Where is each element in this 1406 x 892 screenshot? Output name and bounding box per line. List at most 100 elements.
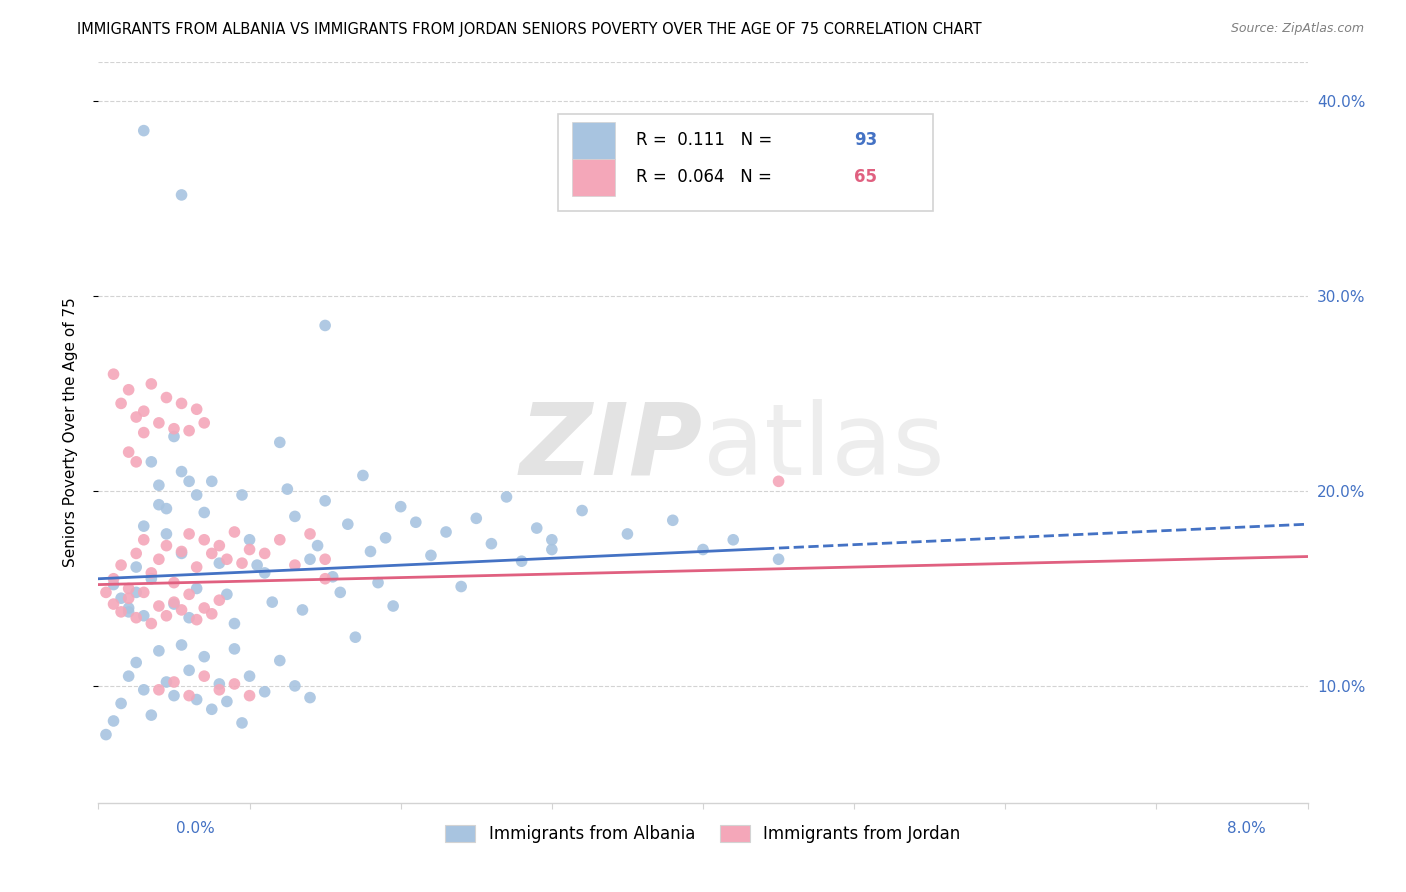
Point xyxy=(314,572,336,586)
Point xyxy=(314,552,336,566)
Point xyxy=(465,511,488,525)
Point xyxy=(329,585,352,599)
Point xyxy=(193,669,215,683)
Point xyxy=(179,663,201,677)
FancyBboxPatch shape xyxy=(558,114,932,211)
Point xyxy=(163,597,186,611)
Point xyxy=(299,527,322,541)
Point xyxy=(118,445,141,459)
Point xyxy=(201,702,224,716)
Point xyxy=(132,533,155,547)
Point xyxy=(103,714,125,728)
Point xyxy=(269,435,291,450)
Point xyxy=(389,500,412,514)
Point xyxy=(208,682,231,697)
Point xyxy=(141,455,163,469)
Point xyxy=(148,599,170,613)
Point xyxy=(186,692,208,706)
Text: IMMIGRANTS FROM ALBANIA VS IMMIGRANTS FROM JORDAN SENIORS POVERTY OVER THE AGE O: IMMIGRANTS FROM ALBANIA VS IMMIGRANTS FR… xyxy=(77,22,981,37)
Point xyxy=(420,549,443,563)
Text: 93: 93 xyxy=(855,131,877,149)
Y-axis label: Seniors Poverty Over the Age of 75: Seniors Poverty Over the Age of 75 xyxy=(63,298,77,567)
Point xyxy=(307,539,329,553)
Point xyxy=(215,694,238,708)
Point xyxy=(231,556,253,570)
Point xyxy=(239,542,262,557)
Point xyxy=(239,533,262,547)
Point xyxy=(201,475,224,489)
Point xyxy=(170,396,193,410)
Point xyxy=(179,424,201,438)
Point xyxy=(352,468,374,483)
Point xyxy=(148,416,170,430)
Point xyxy=(193,506,215,520)
Point xyxy=(155,391,177,405)
Point xyxy=(193,649,215,664)
Point xyxy=(540,542,562,557)
Point xyxy=(768,552,790,566)
Point xyxy=(118,605,141,619)
Point xyxy=(510,554,533,568)
Point xyxy=(125,410,148,425)
Point xyxy=(125,560,148,574)
Point xyxy=(118,582,141,596)
Point xyxy=(148,682,170,697)
Point xyxy=(186,613,208,627)
Point xyxy=(132,404,155,418)
Point xyxy=(186,402,208,417)
Point xyxy=(132,585,155,599)
Point xyxy=(208,556,231,570)
Point xyxy=(291,603,314,617)
Point xyxy=(110,396,132,410)
Text: 0.0%: 0.0% xyxy=(176,821,215,836)
Point xyxy=(299,690,322,705)
Point xyxy=(110,558,132,573)
Point xyxy=(481,536,503,550)
Point xyxy=(155,608,177,623)
Point xyxy=(125,610,148,624)
Point xyxy=(246,558,269,573)
Point xyxy=(336,517,359,532)
Point xyxy=(155,527,177,541)
Point xyxy=(132,123,155,137)
Point xyxy=(367,575,389,590)
Point xyxy=(374,531,396,545)
Text: R =  0.111   N =: R = 0.111 N = xyxy=(637,131,778,149)
Point xyxy=(132,608,155,623)
Point xyxy=(186,582,208,596)
Text: ZIP: ZIP xyxy=(520,399,703,496)
Point xyxy=(208,539,231,553)
Point xyxy=(141,708,163,723)
Legend: Immigrants from Albania, Immigrants from Jordan: Immigrants from Albania, Immigrants from… xyxy=(439,819,967,850)
Point xyxy=(661,513,683,527)
Point xyxy=(239,669,262,683)
Point xyxy=(132,519,155,533)
Point xyxy=(224,641,246,656)
Point xyxy=(125,455,148,469)
Point xyxy=(103,572,125,586)
Point xyxy=(103,597,125,611)
Text: R =  0.064   N =: R = 0.064 N = xyxy=(637,169,778,186)
Point xyxy=(186,488,208,502)
Point xyxy=(170,188,193,202)
Point xyxy=(179,610,201,624)
Point xyxy=(284,679,307,693)
Point xyxy=(253,566,276,580)
FancyBboxPatch shape xyxy=(572,159,614,195)
Text: Source: ZipAtlas.com: Source: ZipAtlas.com xyxy=(1230,22,1364,36)
Point xyxy=(276,482,298,496)
Point xyxy=(118,669,141,683)
Point xyxy=(170,465,193,479)
Point xyxy=(125,656,148,670)
Point xyxy=(155,675,177,690)
Point xyxy=(284,558,307,573)
Point xyxy=(231,715,253,730)
Point xyxy=(253,546,276,560)
Point xyxy=(148,552,170,566)
Point xyxy=(224,524,246,539)
Point xyxy=(103,577,125,591)
Point xyxy=(231,488,253,502)
Point xyxy=(571,503,593,517)
Point xyxy=(208,593,231,607)
Point xyxy=(110,605,132,619)
